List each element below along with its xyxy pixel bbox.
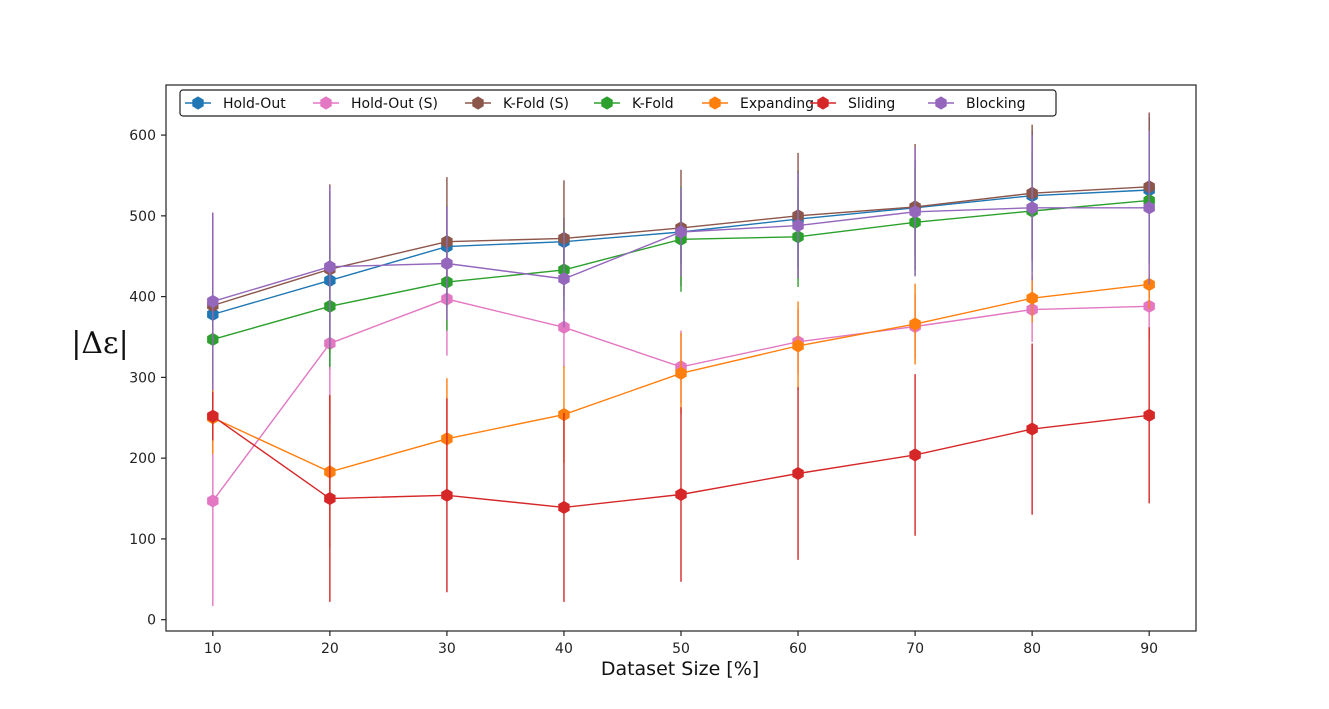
y-tick-label: 300 — [129, 370, 156, 386]
data-point — [909, 205, 921, 219]
legend-marker — [192, 96, 204, 110]
data-point — [1143, 201, 1155, 215]
legend-marker — [472, 96, 484, 110]
legend-entry: Hold-Out (S) — [313, 96, 438, 112]
data-point — [558, 272, 570, 286]
series-layer — [207, 112, 1155, 606]
y-tick-label: 600 — [129, 128, 156, 144]
data-point — [324, 491, 336, 506]
data-point — [675, 487, 687, 502]
x-tick-label: 30 — [438, 641, 456, 657]
data-point — [792, 466, 804, 481]
data-point — [1026, 291, 1038, 305]
data-point — [909, 448, 921, 462]
legend-entry: Expanding — [702, 96, 814, 112]
data-point — [558, 500, 570, 514]
legend-label: K-Fold — [632, 96, 674, 112]
data-point — [792, 339, 804, 353]
data-point — [207, 294, 219, 309]
legend-entry: Blocking — [928, 96, 1026, 112]
x-tick-label: 20 — [321, 641, 339, 657]
y-tick-label: 500 — [129, 209, 156, 225]
legend-label: Hold-Out (S) — [351, 96, 438, 112]
data-point — [792, 218, 804, 233]
legend-label: Sliding — [848, 96, 895, 112]
legend-marker — [817, 96, 829, 110]
legend-label: Hold-Out — [223, 96, 286, 112]
y-axis: 0 100 200 300 400 500 600 — [129, 128, 166, 629]
data-point — [441, 488, 453, 502]
x-tick-label: 50 — [672, 641, 690, 657]
data-point — [441, 256, 453, 271]
data-point — [1026, 422, 1038, 436]
x-tick-label: 10 — [204, 641, 222, 657]
legend-entry: Hold-Out — [185, 96, 286, 112]
x-tick-label: 70 — [906, 641, 924, 657]
legend-marker — [935, 96, 947, 110]
series-blocking — [207, 131, 1155, 391]
series-sliding — [207, 327, 1155, 602]
legend-entry: K-Fold — [594, 96, 674, 112]
y-axis-label: |Δε| — [71, 326, 128, 361]
legend-marker — [601, 96, 613, 110]
legend-entry: K-Fold (S) — [465, 96, 569, 112]
data-point — [207, 409, 219, 423]
y-tick-label: 200 — [129, 451, 156, 467]
data-point — [1143, 408, 1155, 422]
y-tick-label: 400 — [129, 290, 156, 306]
x-axis: 10 20 30 40 50 60 70 80 90 — [204, 631, 1158, 657]
data-point — [909, 317, 921, 331]
x-tick-label: 40 — [555, 641, 573, 657]
legend: Hold-Out Hold-Out (S) K-Fold (S) K-Fold Expa… — [179, 89, 1057, 117]
y-tick-label: 100 — [129, 532, 156, 548]
data-point — [558, 320, 570, 334]
x-tick-label: 80 — [1023, 641, 1041, 657]
legend-entry: Sliding — [810, 96, 895, 112]
legend-label: Blocking — [966, 96, 1026, 112]
x-tick-label: 90 — [1140, 641, 1158, 657]
data-point — [207, 494, 219, 508]
x-tick-label: 60 — [789, 641, 807, 657]
legend-marker — [709, 96, 721, 110]
data-point — [324, 260, 336, 274]
data-point — [675, 225, 687, 239]
data-point — [1026, 201, 1038, 215]
x-axis-label: Dataset Size [%] — [601, 658, 759, 680]
data-point — [675, 366, 687, 380]
y-tick-label: 0 — [147, 613, 156, 629]
legend-label: K-Fold (S) — [503, 96, 569, 112]
legend-label: Expanding — [740, 96, 814, 112]
legend-marker — [320, 96, 332, 110]
